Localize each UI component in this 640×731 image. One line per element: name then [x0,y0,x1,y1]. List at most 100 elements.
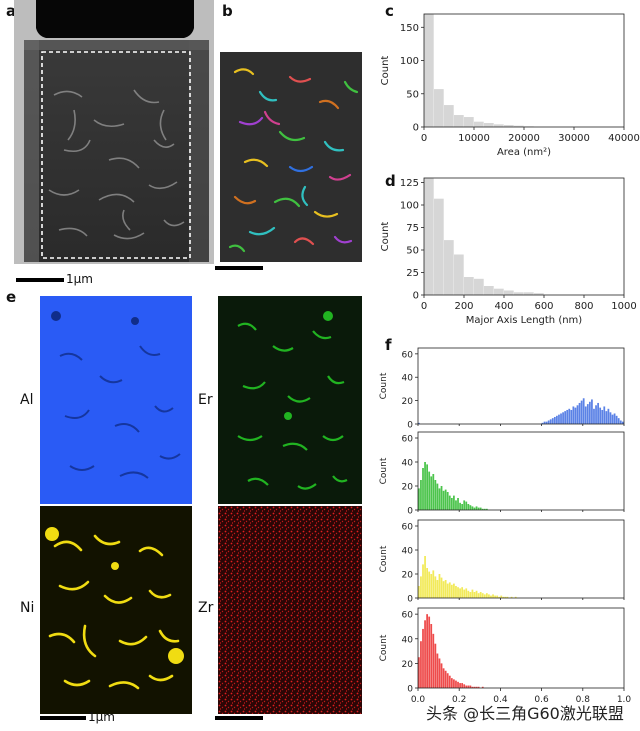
histogram-bar [510,596,513,598]
histogram-bar [465,588,468,598]
histogram-bar [448,495,451,510]
histogram-bar [560,413,562,424]
histogram-bar [448,582,451,598]
histogram-bar [467,504,470,510]
x-tick-label: 200 [454,301,473,312]
area-histogram: 0 50 100 150 0 10000 20000 30000 40000 Area (nm²)… [380,13,640,158]
x-tick-label: 40000 [608,133,640,144]
histogram-bar [446,492,449,510]
element-label-al: Al [20,392,34,408]
histogram-bar [611,414,614,424]
histogram-bar [471,686,474,688]
histogram-bar [471,506,474,510]
element-label-er: Er [198,392,213,408]
histogram-bar [463,500,466,510]
x-tick-label: 0.4 [493,695,508,705]
histogram-bar [440,486,443,510]
histogram-bar [444,240,454,295]
histogram-bar [588,401,591,424]
histogram-bar [464,277,474,295]
scale-bar-e [40,716,86,720]
histogram-bar [422,628,424,688]
histogram-bar [461,587,464,598]
histogram-bar [457,681,459,688]
histogram-bar [492,594,494,598]
scale-bar-a-label: 1μm [66,272,93,286]
histogram-bar [500,595,503,598]
histogram-bar [490,595,492,598]
y-tick-label: 150 [400,23,419,34]
histogram-bar [582,398,585,424]
histogram-bar [473,592,476,598]
er-map [218,296,362,504]
histogram-bar [547,420,550,424]
histogram-bar [556,415,558,424]
histogram-bar [438,488,441,510]
histogram-bar [599,407,602,424]
histogram-bar [621,421,624,424]
y-tick-label: 50 [406,89,419,100]
x-tick-label: 20000 [508,133,540,144]
histogram-bar [434,89,444,127]
y-tick-label: 40 [402,547,414,557]
histogram-bar [453,583,455,598]
histogram-bar [444,580,447,598]
histogram-bar [442,668,445,688]
histogram-bar [504,125,514,127]
tem-image [14,0,214,272]
y-tick-label: 0 [407,421,413,431]
histogram-bar [446,673,449,688]
al-map [40,296,192,504]
axes-frame [417,519,625,599]
histogram-bar [440,663,443,688]
x-tick-label: 1000 [611,301,636,312]
histogram-bar [467,685,470,688]
histogram-bar [453,679,455,688]
y-tick-label: 50 [406,246,419,257]
histogram-bar [504,290,514,295]
y-axis-label: Count [380,222,391,252]
histogram-bar [432,474,435,510]
histogram-bar [474,121,484,127]
x-tick-label: 600 [534,301,553,312]
y-tick-label: 40 [402,374,414,384]
histogram-bar [434,198,444,295]
histogram-bar [545,421,548,424]
histogram-bar [430,574,433,598]
histogram-bar [465,501,468,510]
histogram-bar [469,685,472,688]
histogram-bar [615,415,618,424]
histogram-bar [461,683,464,688]
histogram-bar [601,409,604,424]
histogram-bar [475,590,478,598]
histogram-bar [426,614,428,688]
histogram-bar [483,508,486,510]
histogram-bar [593,408,595,424]
x-tick-label: 0.0 [411,695,426,705]
x-tick-label: 0 [421,301,427,312]
axes-frame [417,607,625,689]
element-label-ni: Ni [20,600,35,616]
histogram-bar [609,412,612,424]
histogram-bar [434,480,437,510]
histogram-bar [479,592,482,598]
histogram-bar [418,586,420,598]
scale-bar-b [215,266,263,270]
histogram-bar [477,686,480,688]
histogram-bar [477,507,480,510]
histogram-bar [454,115,464,127]
y-axis-label: Count [379,372,389,399]
histogram-bar [469,505,472,510]
y-tick-label: 20 [402,571,414,581]
x-tick-label: 0.2 [452,695,466,705]
zr-map [218,506,362,714]
histogram-bar [481,593,484,598]
histogram-bar [457,587,459,598]
histogram-bar [591,399,593,424]
histogram-bar [463,589,466,598]
x-tick-label: 0.6 [534,695,549,705]
y-tick-label: 125 [400,178,419,189]
y-tick-label: 20 [402,483,414,493]
histogram-bar [464,117,474,127]
histogram-bar [496,595,499,598]
